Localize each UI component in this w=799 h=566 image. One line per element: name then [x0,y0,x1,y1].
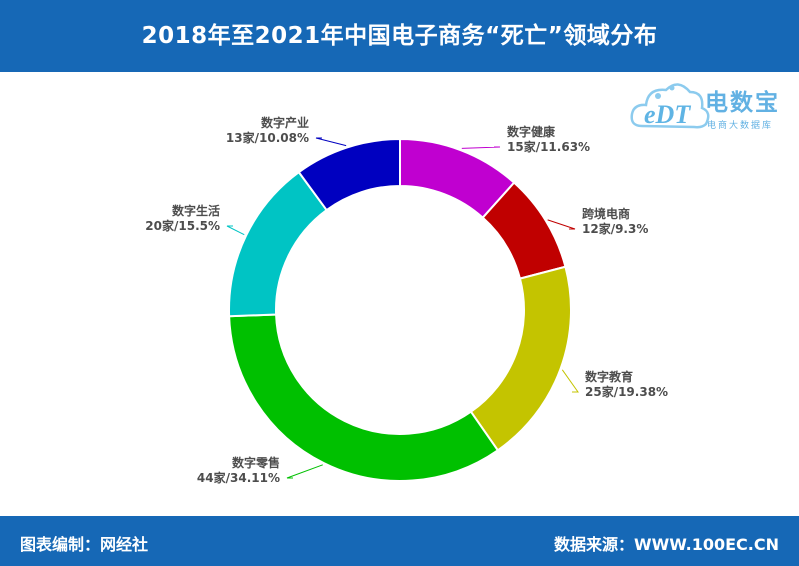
slice-value-3: 25家/19.38% [585,384,668,399]
leader-line-3 [561,369,579,393]
slice-label-6: 数字产业 [261,115,309,130]
leader-line-5 [226,225,245,236]
logo-mark: eDT [644,100,691,129]
chart-title: 2018年至2021年中国电子商务“死亡”领域分布 [141,23,658,49]
slice-label-3: 数字教育 [585,369,633,384]
logo-subtitle: 电商大数据库 [707,121,774,131]
header-bar: 2018年至2021年中国电子商务“死亡”领域分布 [0,0,799,72]
slice-value-2: 12家/9.3% [582,221,648,236]
slice-label-4: 数字零售 [232,455,280,470]
slice-6 [297,137,401,212]
cloud-logo-icon [630,83,710,129]
slice-value-6: 13家/10.08% [226,130,309,145]
data-source: 数据来源：WWW.100EC.CN [553,535,779,554]
slice-value-4: 44家/34.11% [197,470,280,485]
slice-value-5: 20家/15.5% [145,218,220,233]
slice-label-5: 数字生活 [172,203,220,218]
slice-3 [469,265,572,452]
leader-line-4 [286,464,323,479]
slice-value-1: 15家/11.63% [507,139,590,154]
footer-bar: 图表编制：网经社 数据来源：WWW.100EC.CN [0,516,799,566]
slice-5 [228,170,329,318]
leader-line-6 [315,137,347,147]
slice-4 [228,313,500,482]
leader-line-2 [547,219,576,230]
slice-label-2: 跨境电商 [582,206,630,221]
slice-label-1: 数字健康 [507,124,556,139]
logo-name: 电数宝 [705,90,780,116]
logo: eDT 电数宝 电商大数据库 [628,74,793,138]
leader-line-1 [461,146,501,149]
chart-credit: 图表编制：网经社 [20,535,149,554]
